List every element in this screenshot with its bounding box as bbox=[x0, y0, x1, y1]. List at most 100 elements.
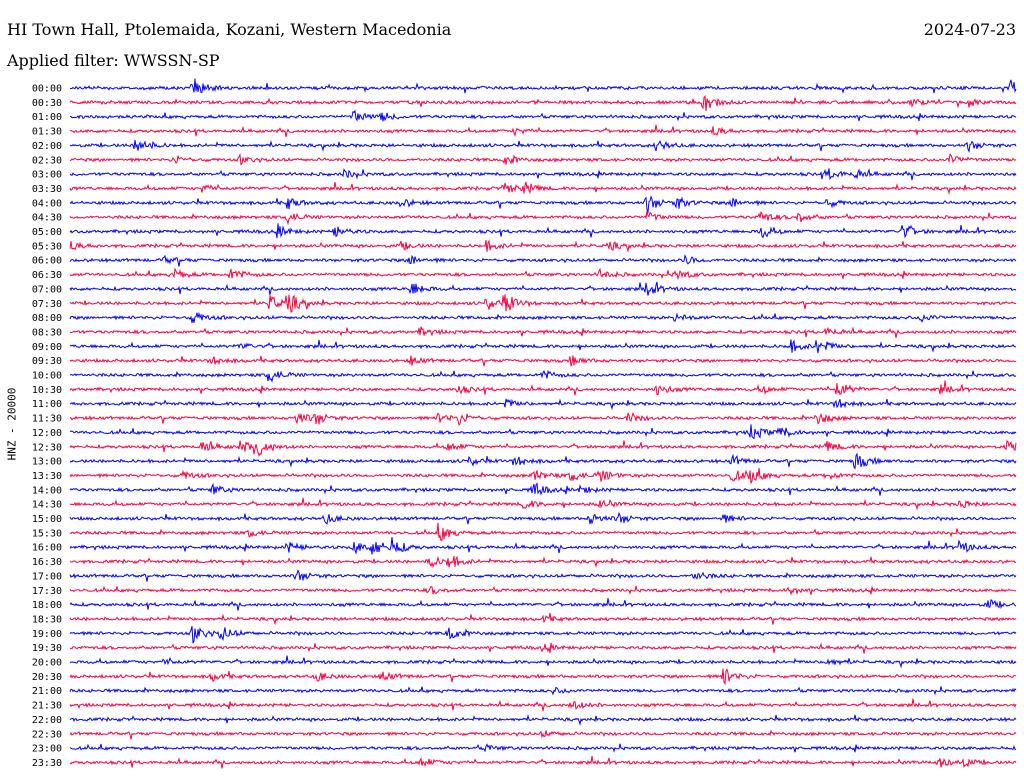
time-tick-label: 17:30 bbox=[32, 586, 62, 597]
trace-line bbox=[69, 195, 1017, 214]
time-tick-label: 03:00 bbox=[32, 170, 62, 181]
trace-line bbox=[69, 743, 1017, 753]
time-tick-label: 21:00 bbox=[32, 686, 62, 697]
filter-label: Applied filter: WWSSN-SP bbox=[7, 51, 220, 70]
station-title: HI Town Hall, Ptolemaida, Kozani, Wester… bbox=[7, 20, 452, 39]
time-tick-label: 06:00 bbox=[32, 256, 62, 267]
trace-line bbox=[69, 355, 1017, 367]
time-tick-label: 07:30 bbox=[32, 299, 62, 310]
trace-line bbox=[69, 668, 1017, 686]
date-label: 2024-07-23 bbox=[923, 20, 1016, 39]
time-tick-label: 12:30 bbox=[32, 442, 62, 453]
time-tick-label: 22:30 bbox=[32, 729, 62, 740]
trace-line bbox=[69, 124, 1017, 138]
trace-line bbox=[69, 339, 1016, 354]
time-tick-label: 22:00 bbox=[32, 715, 62, 726]
trace-line bbox=[69, 424, 1017, 440]
time-tick-label: 03:30 bbox=[32, 184, 62, 195]
time-tick-label: 21:30 bbox=[32, 701, 62, 712]
time-tick-label: 15:30 bbox=[32, 528, 62, 539]
time-tick-label: 12:00 bbox=[32, 428, 62, 439]
time-tick-label: 14:30 bbox=[32, 500, 62, 511]
time-tick-label: 19:00 bbox=[32, 629, 62, 640]
time-tick-label: 13:30 bbox=[32, 471, 62, 482]
trace-line bbox=[69, 181, 1017, 195]
time-tick-label: 04:00 bbox=[32, 198, 62, 209]
trace-line bbox=[69, 139, 1017, 154]
trace-line bbox=[69, 380, 1017, 396]
trace-line bbox=[69, 326, 1017, 338]
time-tick-label: 18:30 bbox=[32, 614, 62, 625]
trace-line bbox=[69, 452, 1017, 470]
time-tick-label: 11:00 bbox=[32, 399, 62, 410]
trace-line bbox=[69, 569, 1017, 582]
trace-line bbox=[69, 497, 1017, 511]
time-tick-label: 08:00 bbox=[32, 313, 62, 324]
trace-line bbox=[69, 626, 1017, 644]
time-tick-label: 20:30 bbox=[32, 672, 62, 683]
time-tick-label: 08:30 bbox=[32, 327, 62, 338]
time-tick-label: 23:30 bbox=[32, 758, 62, 769]
time-tick-label: 19:30 bbox=[32, 643, 62, 654]
time-tick-label: 09:00 bbox=[32, 342, 62, 353]
time-tick-label: 00:00 bbox=[32, 84, 62, 95]
trace-line bbox=[69, 311, 1017, 323]
trace-line bbox=[69, 223, 1017, 239]
time-tick-label: 07:00 bbox=[32, 284, 62, 295]
time-tick-label: 00:30 bbox=[32, 98, 62, 109]
trace-line bbox=[69, 729, 1017, 740]
time-tick-label: 09:30 bbox=[32, 356, 62, 367]
trace-line bbox=[69, 642, 1017, 654]
time-tick-label: 02:30 bbox=[32, 155, 62, 166]
trace-line bbox=[69, 411, 1017, 426]
time-tick-label: 11:30 bbox=[32, 414, 62, 425]
trace-line bbox=[69, 294, 1017, 313]
time-tick-label: 15:00 bbox=[32, 514, 62, 525]
time-tick-label: 05:00 bbox=[32, 227, 62, 238]
time-tick-label: 01:30 bbox=[32, 127, 62, 138]
trace-line bbox=[69, 281, 1017, 296]
trace-line bbox=[69, 267, 1017, 281]
trace-line bbox=[69, 612, 1017, 626]
time-tick-label: 02:00 bbox=[32, 141, 62, 152]
trace-line bbox=[69, 210, 1017, 226]
time-tick-label: 16:00 bbox=[32, 543, 62, 554]
trace-line bbox=[69, 78, 1017, 94]
trace-line bbox=[69, 253, 1017, 267]
trace-line bbox=[69, 555, 1017, 569]
trace-line bbox=[69, 585, 1017, 596]
trace-line bbox=[69, 698, 1017, 712]
trace-line bbox=[69, 714, 1017, 726]
trace-line bbox=[69, 440, 1017, 457]
trace-line bbox=[69, 598, 1017, 611]
trace-line bbox=[69, 482, 1016, 496]
trace-line bbox=[69, 95, 1017, 112]
time-tick-label: 01:00 bbox=[32, 112, 62, 123]
time-tick-label: 14:00 bbox=[32, 485, 62, 496]
trace-line bbox=[69, 511, 1017, 525]
time-tick-label: 06:30 bbox=[32, 270, 62, 281]
trace-line bbox=[69, 756, 1017, 769]
time-tick-label: 17:00 bbox=[32, 571, 62, 582]
trace-line bbox=[69, 537, 1017, 555]
time-tick-label: 16:30 bbox=[32, 557, 62, 568]
trace-line bbox=[69, 369, 1017, 383]
time-tick-label: 10:30 bbox=[32, 385, 62, 396]
trace-line bbox=[69, 522, 1017, 542]
time-tick-label: 18:00 bbox=[32, 600, 62, 611]
time-tick-label: 20:00 bbox=[32, 658, 62, 669]
trace-line bbox=[69, 152, 1017, 166]
time-tick-label: 13:00 bbox=[32, 457, 62, 468]
time-tick-label: 10:00 bbox=[32, 371, 62, 382]
trace-line bbox=[69, 168, 1017, 181]
trace-line bbox=[69, 686, 1017, 696]
time-tick-label: 05:30 bbox=[32, 241, 62, 252]
trace-line bbox=[69, 655, 1017, 669]
trace-line bbox=[69, 398, 1017, 411]
trace-line bbox=[69, 467, 1017, 484]
time-tick-label: 23:00 bbox=[32, 744, 62, 755]
trace-line bbox=[69, 109, 1017, 122]
time-tick-label: 04:30 bbox=[32, 213, 62, 224]
trace-line bbox=[69, 239, 1017, 253]
